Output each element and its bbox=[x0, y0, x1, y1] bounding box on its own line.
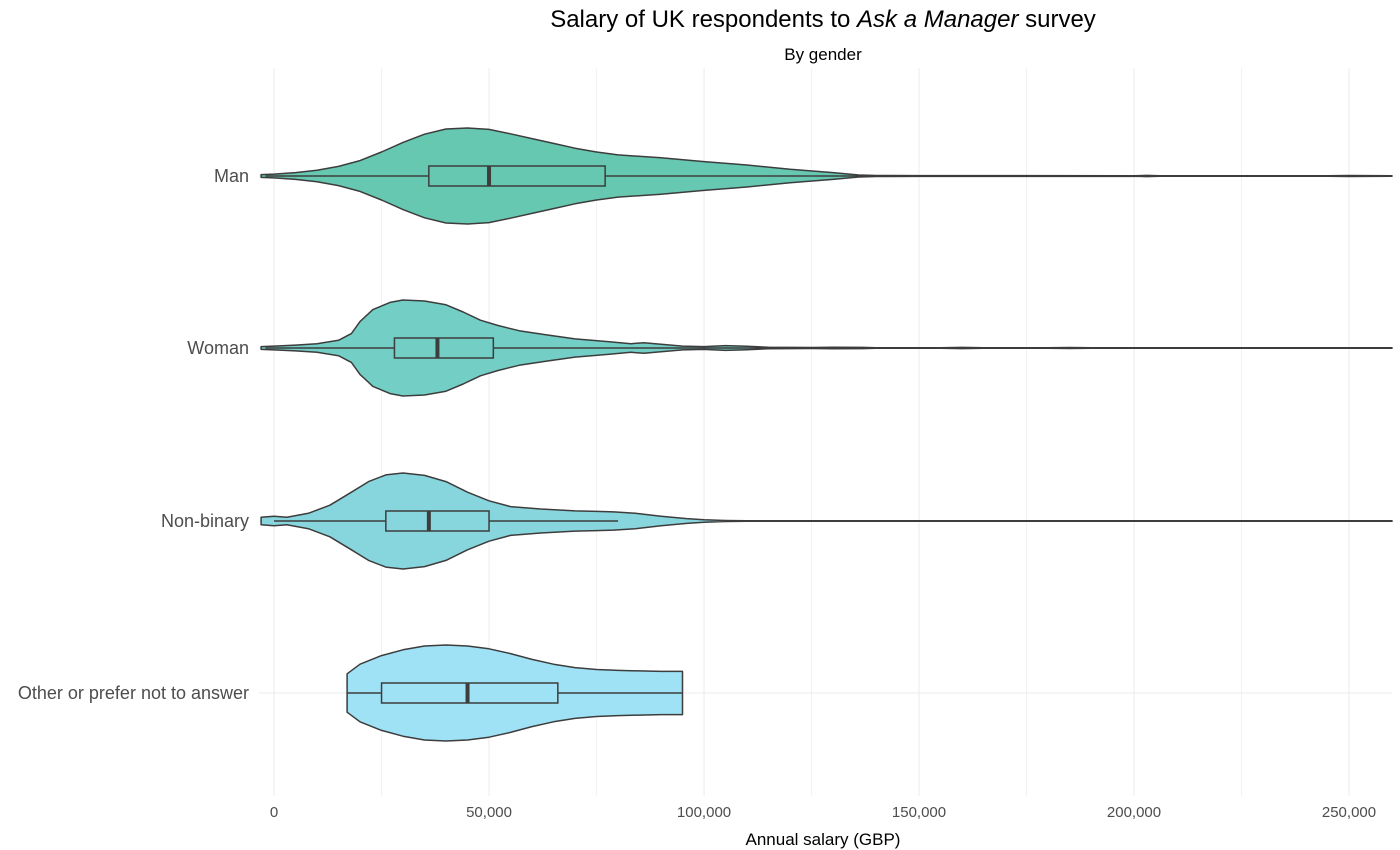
category-labels: Man Woman Non-binary Other or prefer not to… bbox=[18, 166, 249, 703]
chart-title-italic: Ask a Manager bbox=[855, 6, 1019, 33]
chart-title-prefix: Salary of UK respondents to bbox=[550, 6, 857, 33]
violin-layer bbox=[260, 127, 1393, 742]
box-iqr bbox=[385, 510, 490, 532]
category-label: Man bbox=[214, 166, 249, 186]
x-tick-label: 150,000 bbox=[892, 804, 946, 821]
x-axis-title: Annual salary (GBP) bbox=[746, 830, 901, 849]
category-label: Other or prefer not to answer bbox=[18, 683, 249, 703]
chart-subtitle: By gender bbox=[784, 45, 862, 64]
violin-shape bbox=[260, 472, 1393, 570]
box-iqr bbox=[393, 337, 495, 359]
x-tick-label: 100,000 bbox=[677, 804, 731, 821]
x-tick-label: 250,000 bbox=[1322, 804, 1376, 821]
x-tick-label: 50,000 bbox=[466, 804, 512, 821]
category-label: Non-binary bbox=[161, 511, 249, 531]
chart-title: Salary of UK respondents to Ask a Manage… bbox=[550, 6, 1096, 33]
chart-title-suffix: survey bbox=[1018, 6, 1095, 33]
category-label: Woman bbox=[187, 338, 249, 358]
x-tick-label: 0 bbox=[270, 804, 278, 821]
box-iqr bbox=[380, 682, 559, 704]
x-tick-label: 200,000 bbox=[1107, 804, 1161, 821]
x-tick-labels: 0 50,000 100,000 150,000 200,000 250,000 bbox=[270, 804, 1376, 821]
box-layer bbox=[265, 165, 1392, 704]
box-iqr bbox=[428, 165, 606, 187]
